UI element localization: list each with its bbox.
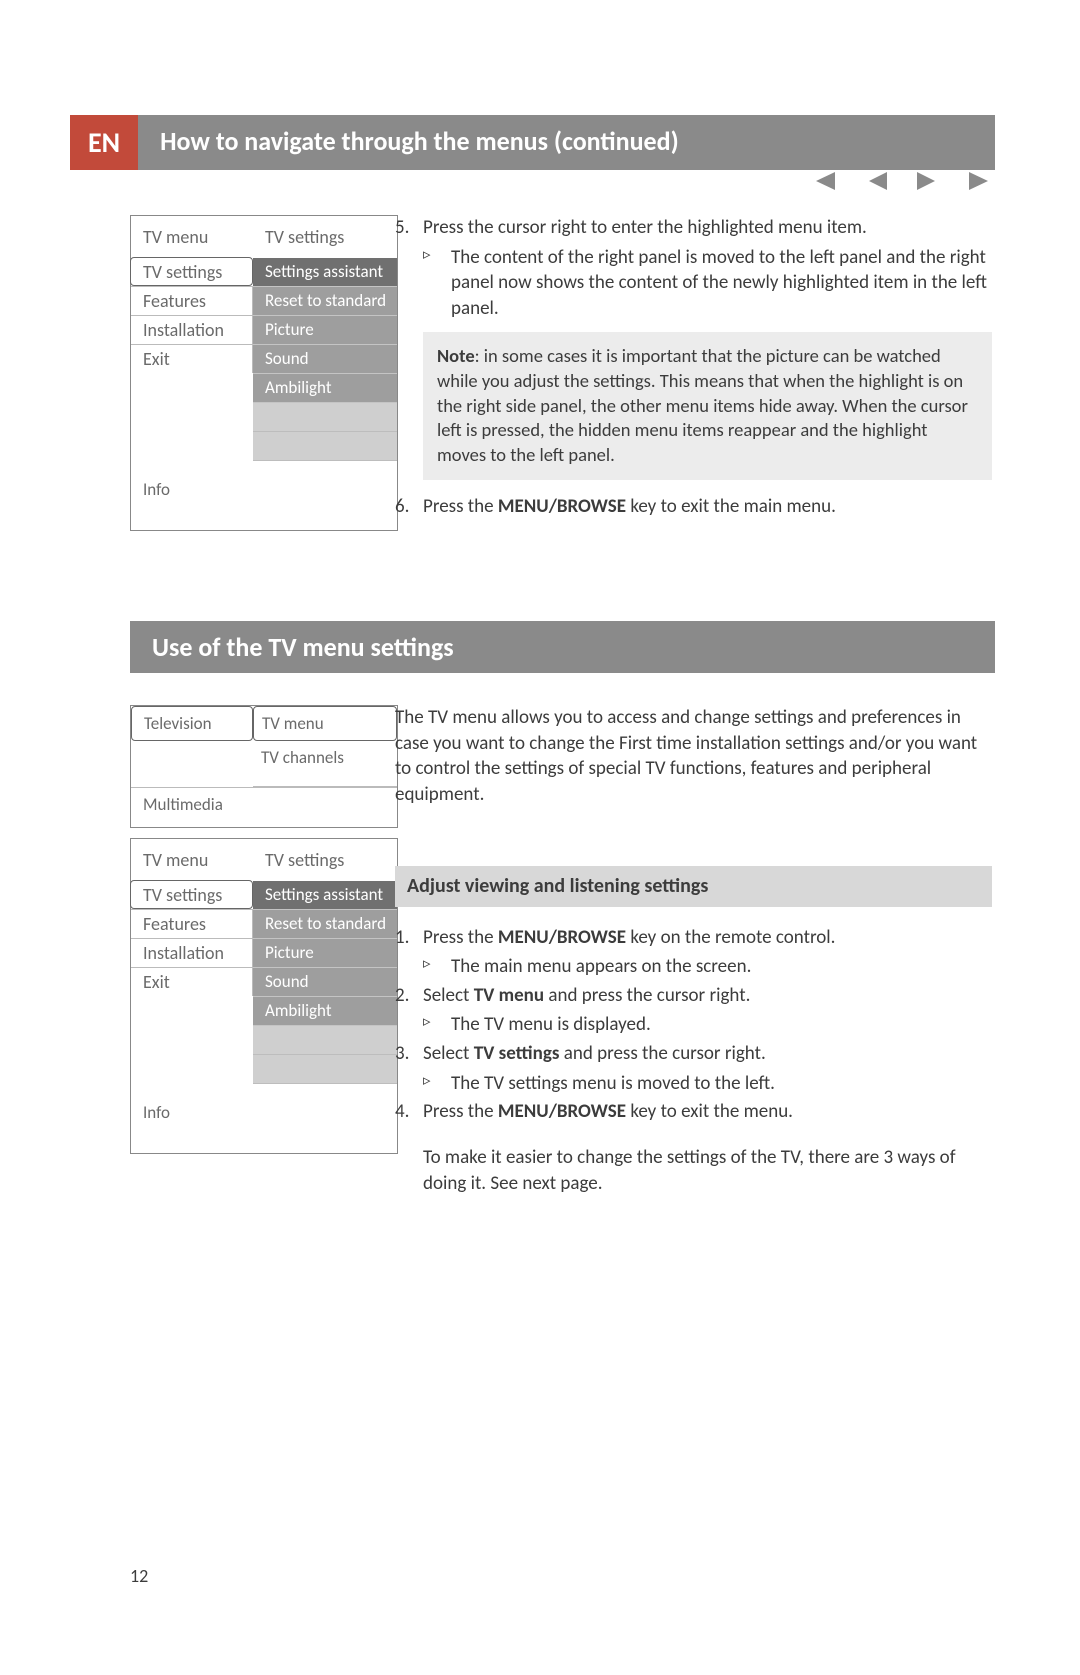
steps-block-2: Press the MENU/BROWSE key on the remote … [395, 925, 992, 1125]
menu-right-col: Settings assistant Reset to standard Pic… [253, 881, 397, 1084]
menu-right-item: Reset to standard [253, 287, 397, 316]
skip-back-icon[interactable] [809, 170, 839, 192]
menu-right-item: Settings assistant [253, 881, 397, 910]
menu-left-item: Installation [131, 315, 253, 344]
step-6: Press the MENU/BROWSE key to exit the ma… [423, 494, 992, 520]
note-text: : in some cases it is important that the… [437, 344, 968, 467]
sub-title: Adjust viewing and listening settings [395, 866, 992, 907]
menu-left-item: Installation [131, 938, 253, 967]
menu-right-item: Picture [253, 939, 397, 968]
lang-badge: EN [70, 115, 138, 170]
menu-right-item: Picture [253, 316, 397, 345]
menu-right-empty [253, 403, 397, 432]
top-menu-left: Television [131, 706, 253, 741]
menu-box-1: TV menu TV settings TV settings Features… [130, 215, 398, 531]
step-5-sub: The content of the right panel is moved … [451, 245, 992, 322]
next-icon[interactable] [915, 170, 939, 192]
page-number: 12 [130, 1565, 148, 1587]
menu-left-item: TV settings [130, 880, 253, 909]
top-menu-right: TV channels [253, 741, 397, 774]
menu-right-empty [253, 432, 397, 461]
menu-right-empty [253, 1055, 397, 1084]
title-bar-1: How to navigate through the menus (conti… [138, 115, 995, 170]
note-label: Note [437, 344, 475, 367]
page-title: EN How to navigate through the menus (co… [70, 115, 1080, 170]
menu-right-item: Ambilight [253, 374, 397, 403]
menu-left-item: TV settings [130, 257, 253, 286]
step-2: Select TV menu and press the cursor righ… [423, 983, 992, 1009]
intro-text: The TV menu allows you to access and cha… [395, 705, 992, 808]
step-5: Press the cursor right to enter the high… [423, 215, 992, 241]
menu-left-item: Features [131, 909, 253, 938]
menu-right-item: Sound [253, 345, 397, 374]
skip-fwd-icon[interactable] [965, 170, 995, 192]
outro-text: To make it easier to change the settings… [423, 1145, 992, 1196]
prev-icon[interactable] [865, 170, 889, 192]
note-box: Note: in some cases it is important that… [423, 332, 992, 481]
title-bar-2: Use of the TV menu settings [130, 621, 995, 673]
step-2-sub: The TV menu is displayed. [451, 1012, 992, 1038]
menu-left-col: TV settings Features Installation Exit [131, 881, 253, 1084]
menu-right-item: Sound [253, 968, 397, 997]
top-menu-left: Multimedia [131, 788, 253, 821]
menu-right-empty [253, 1026, 397, 1055]
menu-info: Info [131, 1084, 397, 1153]
menu-left-header: TV menu [131, 839, 253, 881]
menu-box-2: TV menu TV settings TV settings Features… [130, 838, 398, 1154]
steps-block-1: Press the cursor right to enter the high… [395, 215, 992, 520]
step-3-sub: The TV settings menu is moved to the lef… [451, 1071, 992, 1097]
step-4: Press the MENU/BROWSE key to exit the me… [423, 1099, 992, 1125]
menu-right-item: Ambilight [253, 997, 397, 1026]
step-1-sub: The main menu appears on the screen. [451, 954, 992, 980]
menu-right-header: TV settings [253, 839, 354, 881]
menu-left-item: Exit [131, 344, 253, 373]
menu-right-col: Settings assistant Reset to standard Pic… [253, 258, 397, 461]
menu-info: Info [131, 461, 397, 530]
menu-left-col: TV settings Features Installation Exit [131, 258, 253, 461]
top-menu-box: Television TV menu TV channels Multimedi… [130, 705, 398, 828]
step-1: Press the MENU/BROWSE key on the remote … [423, 925, 992, 951]
menu-right-item: Settings assistant [253, 258, 397, 287]
menu-left-header: TV menu [131, 216, 253, 258]
nav-icons [809, 170, 995, 192]
step-3: Select TV settings and press the cursor … [423, 1041, 992, 1067]
menu-left-item: Exit [131, 967, 253, 996]
menu-left-item: Features [131, 286, 253, 315]
menu-right-item: Reset to standard [253, 910, 397, 939]
menu-right-header: TV settings [253, 216, 354, 258]
top-menu-right: TV menu [253, 706, 397, 741]
